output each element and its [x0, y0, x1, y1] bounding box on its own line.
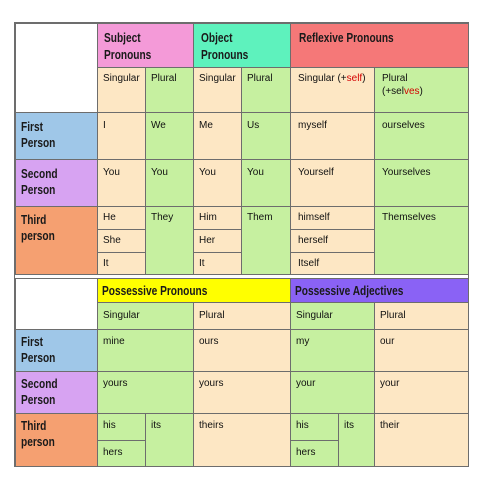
first-person-label: First Person	[15, 112, 98, 160]
object-singular-second: You	[193, 159, 242, 207]
pp-plural-first: ours	[193, 329, 291, 372]
object-plural-first: Us	[241, 112, 291, 160]
pp-singular-third-its: its	[145, 413, 194, 466]
bottom-first-person-label: First Person	[15, 329, 98, 372]
object-singular-subheader: Singular	[193, 67, 242, 113]
pp-plural-second: yours	[193, 371, 291, 414]
pa-plural-subheader: Plural	[374, 302, 468, 330]
top-corner-cell	[15, 23, 98, 113]
pp-singular-third-hers: hers	[97, 440, 146, 466]
pa-singular-subheader: Singular	[290, 302, 375, 330]
subject-singular-third-she: She	[97, 229, 146, 253]
subject-singular-third-he: He	[97, 206, 146, 230]
reflexive-singular-third-itself: Itself	[290, 252, 375, 275]
reflexive-singular-second: Yourself	[290, 159, 375, 207]
object-plural-second: You	[241, 159, 291, 207]
reflexive-singular-subheader: Singular (+self)	[290, 67, 375, 113]
subject-plural-second: You	[145, 159, 194, 207]
subject-plural-third: They	[145, 206, 194, 275]
object-singular-third-him: Him	[193, 206, 242, 230]
pa-singular-third-hers: hers	[290, 440, 339, 466]
subject-singular-third-it: It	[97, 252, 146, 275]
reflexive-singular-first: myself	[290, 112, 375, 160]
subject-singular-first: I	[97, 112, 146, 160]
pp-plural-subheader: Plural	[193, 302, 291, 330]
bottom-second-person-label: Second Person	[15, 371, 98, 414]
pa-singular-first: my	[290, 329, 375, 372]
reflexive-plural-second: Yourselves	[374, 159, 468, 207]
pp-plural-third: theirs	[193, 413, 291, 466]
pp-singular-first: mine	[97, 329, 194, 372]
subject-singular-subheader: Singular	[97, 67, 146, 113]
object-singular-third-it: It	[193, 252, 242, 275]
object-plural-subheader: Plural	[241, 67, 291, 113]
pp-singular-subheader: Singular	[97, 302, 194, 330]
pa-singular-second: your	[290, 371, 375, 414]
reflexive-plural-first: ourselves	[374, 112, 468, 160]
bottom-corner-cell	[15, 278, 98, 330]
pp-singular-second: yours	[97, 371, 194, 414]
bottom-third-person-label: Third person	[15, 413, 98, 466]
object-singular-third-her: Her	[193, 229, 242, 253]
pa-plural-second: your	[374, 371, 468, 414]
reflexive-singular-third-herself: herself	[290, 229, 375, 253]
possessive-pronouns-header: Possessive Pronouns	[97, 278, 291, 303]
reflexive-pronouns-header: Reflexive Pronouns	[290, 23, 468, 68]
subject-plural-first: We	[145, 112, 194, 160]
subject-plural-subheader: Plural	[145, 67, 194, 113]
possessive-adjectives-header: Possessive Adjectives	[290, 278, 468, 303]
pp-singular-third-his: his	[97, 413, 146, 441]
pa-singular-third-his: his	[290, 413, 339, 441]
second-person-label: Second Person	[15, 159, 98, 207]
third-person-label: Third person	[15, 206, 98, 275]
subject-pronouns-header: Subject Pronouns	[97, 23, 194, 68]
reflexive-plural-third: Themselves	[374, 206, 468, 275]
object-singular-first: Me	[193, 112, 242, 160]
object-plural-third: Them	[241, 206, 291, 275]
reflexive-singular-third-himself: himself	[290, 206, 375, 230]
pa-plural-third: their	[374, 413, 468, 466]
pa-plural-first: our	[374, 329, 468, 372]
subject-singular-second: You	[97, 159, 146, 207]
pa-singular-third-its: its	[338, 413, 375, 466]
reflexive-plural-subheader: Plural (+selves)	[374, 67, 468, 113]
object-pronouns-header: Object Pronouns	[193, 23, 291, 68]
pronoun-chart: Subject Pronouns Object Pronouns Reflexi…	[14, 22, 469, 467]
